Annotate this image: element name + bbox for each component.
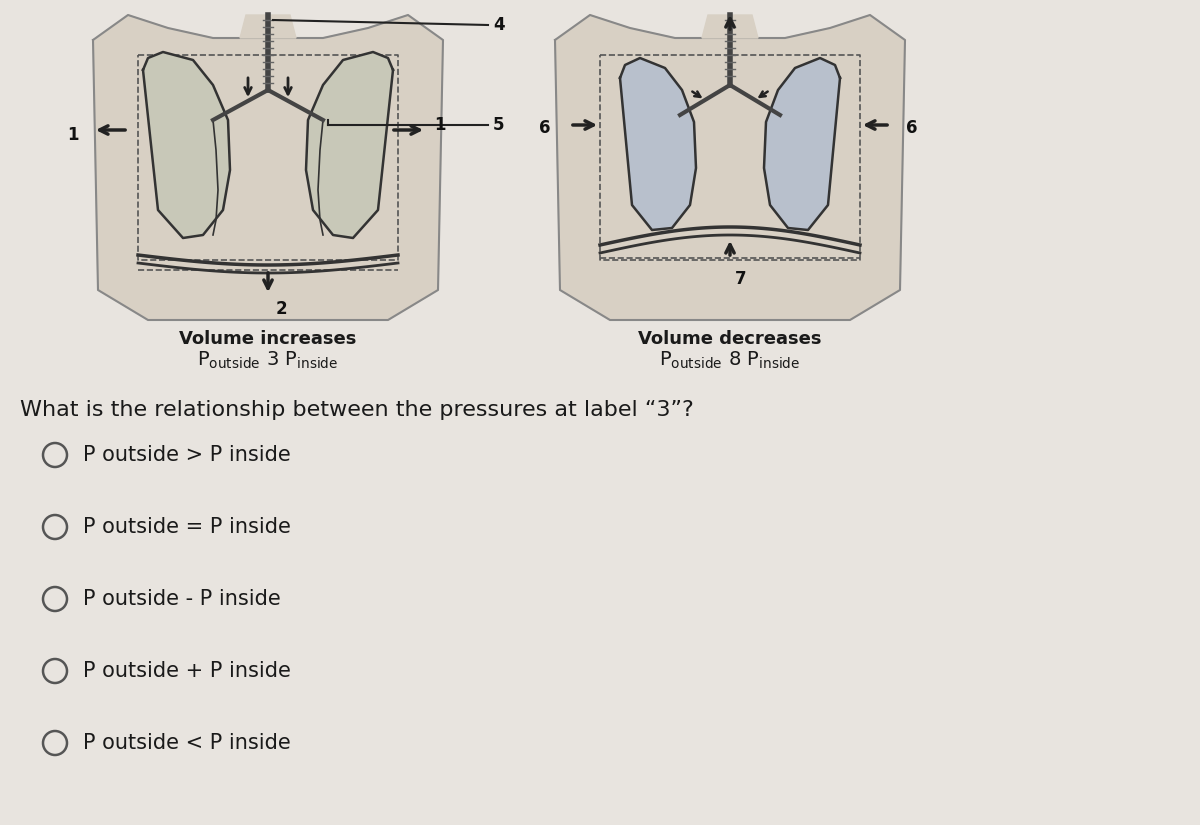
Polygon shape — [94, 15, 443, 320]
Text: P outside - P inside: P outside - P inside — [83, 589, 281, 609]
Text: P outside + P inside: P outside + P inside — [83, 661, 290, 681]
Polygon shape — [702, 15, 758, 38]
Polygon shape — [764, 58, 840, 230]
Text: 6: 6 — [906, 119, 918, 137]
Polygon shape — [620, 58, 696, 230]
Text: $\mathregular{P_{outside}}$ 8 $\mathregular{P_{inside}}$: $\mathregular{P_{outside}}$ 8 $\mathregu… — [659, 350, 800, 371]
Text: 2: 2 — [276, 300, 288, 318]
Text: 1: 1 — [67, 126, 79, 144]
Text: 5: 5 — [493, 116, 504, 134]
Polygon shape — [554, 15, 905, 320]
Text: Volume decreases: Volume decreases — [638, 330, 822, 348]
Text: P outside < P inside: P outside < P inside — [83, 733, 290, 753]
Text: 6: 6 — [539, 119, 551, 137]
Text: 7: 7 — [734, 270, 746, 288]
Text: What is the relationship between the pressures at label “3”?: What is the relationship between the pre… — [20, 400, 694, 420]
Text: P outside = P inside: P outside = P inside — [83, 517, 290, 537]
Text: 4: 4 — [493, 16, 505, 34]
Polygon shape — [306, 52, 394, 238]
Text: $\mathregular{P_{outside}}$ 3 $\mathregular{P_{inside}}$: $\mathregular{P_{outside}}$ 3 $\mathregu… — [197, 350, 338, 371]
Text: P outside > P inside: P outside > P inside — [83, 445, 290, 465]
Polygon shape — [143, 52, 230, 238]
Polygon shape — [240, 15, 296, 38]
Text: Volume increases: Volume increases — [179, 330, 356, 348]
Text: 1: 1 — [434, 116, 445, 134]
